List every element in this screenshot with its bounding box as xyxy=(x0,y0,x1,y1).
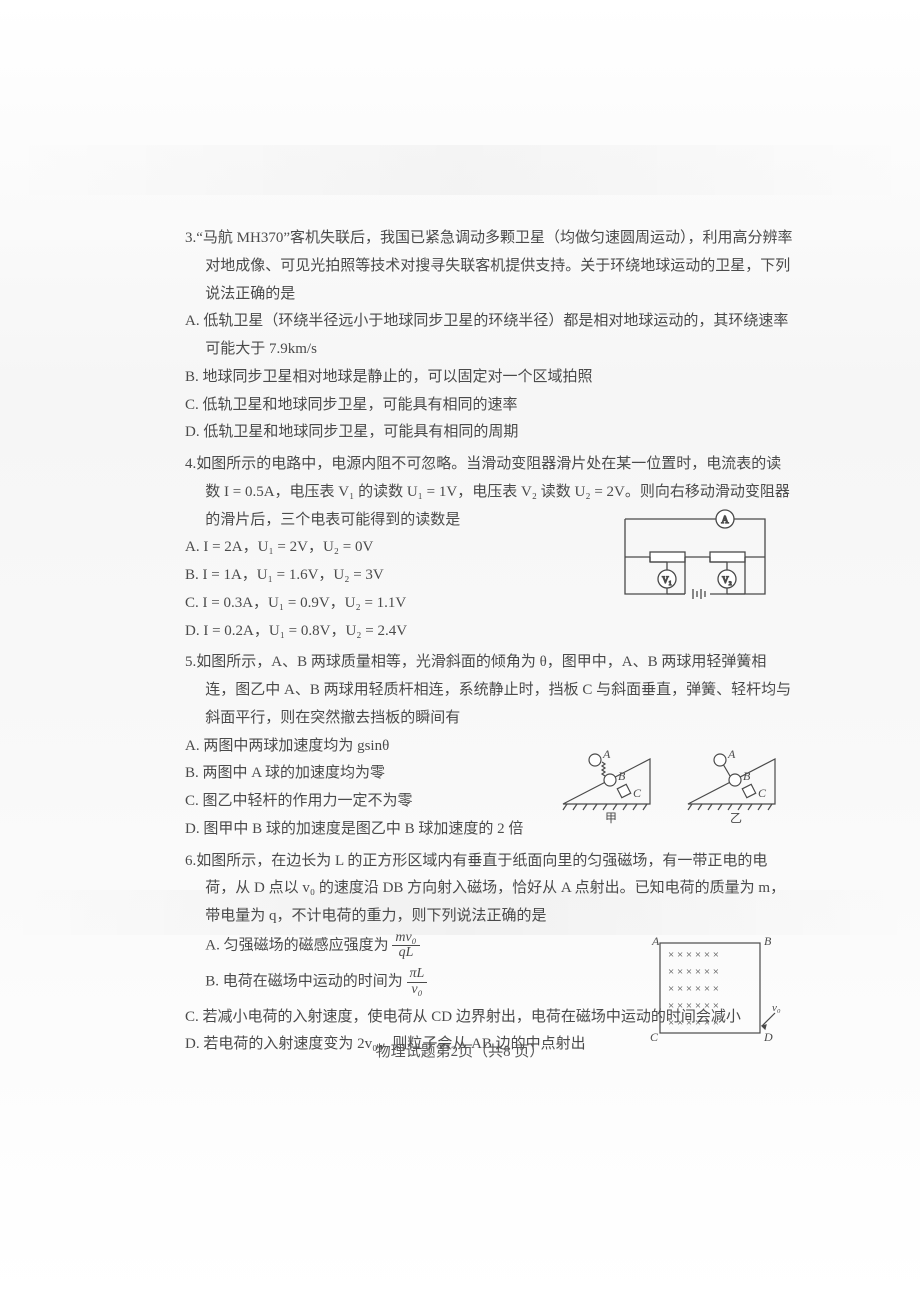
q6-c-label: C. xyxy=(185,1009,199,1025)
svg-text:A: A xyxy=(602,747,611,761)
q6-a-frac: mv₀ qL xyxy=(392,931,419,961)
svg-text:× × × × × ×: × × × × × × xyxy=(668,966,719,978)
svg-text:V₂: V₂ xyxy=(722,575,732,585)
svg-text:v₀: v₀ xyxy=(772,1002,781,1014)
q3-stem-text: “马航 MH370”客机失联后，我国已紧急调动多颗卫星（均做匀速圆周运动），利用… xyxy=(196,230,792,302)
q3-opt-a: A. 低轨卫星（环绕半径远小于地球同步卫星的环绕半径）都是相对地球运动的，其环绕… xyxy=(185,308,795,364)
q6-b-label: B. xyxy=(205,974,219,990)
svg-text:V₁: V₁ xyxy=(662,575,672,585)
q3-opt-d: D. 低轨卫星和地球同步卫星，可能具有相同的周期 xyxy=(185,419,795,447)
q4-circuit-diagram: A V₁ V₂ xyxy=(615,509,785,604)
content-area: 3.“马航 MH370”客机失联后，我国已紧急调动多颗卫星（均做匀速圆周运动），… xyxy=(185,225,795,1063)
q6-b-num: πL xyxy=(407,967,428,983)
q6-b-den: v₀ xyxy=(407,983,428,998)
q3-opt-b: B. 地球同步卫星相对地球是静止的，可以固定对一个区域拍照 xyxy=(185,364,795,392)
svg-text:C: C xyxy=(758,786,767,800)
q6-b-frac: πL v₀ xyxy=(407,967,428,997)
q6-a-num: mv₀ xyxy=(392,931,419,947)
svg-text:A: A xyxy=(727,747,736,761)
exam-page: 3.“马航 MH370”客机失联后，我国已紧急调动多颗卫星（均做匀速圆周运动），… xyxy=(0,0,920,1302)
scan-band xyxy=(0,145,920,195)
q5-stem-text: 如图所示，A、B 两球质量相等，光滑斜面的倾角为 θ，图甲中，A、B 两球用轻弹… xyxy=(196,654,791,726)
question-4: 4.如图所示的电路中，电源内阻不可忽略。当滑动变阻器滑片处在某一位置时，电流表的… xyxy=(185,451,795,645)
page-footer: 物理试题第2页（共8 页） xyxy=(0,1039,920,1067)
q6-stem-text: 如图所示，在边长为 L 的正方形区域内有垂直于纸面向里的匀强磁场，有一带正电的电… xyxy=(196,853,785,925)
q3-stem: 3.“马航 MH370”客机失联后，我国已紧急调动多颗卫星（均做匀速圆周运动），… xyxy=(185,225,795,308)
question-6: 6.如图所示，在边长为 L 的正方形区域内有垂直于纸面向里的匀强磁场，有一带正电… xyxy=(185,848,795,1060)
q6-field-diagram: A B C D × × × × × × × × × × × × × × × × … xyxy=(640,933,790,1053)
q4-opt-d: D. I = 0.2A，U₁ = 0.8V，U₂ = 2.4V xyxy=(185,618,795,646)
svg-text:× × × × × ×: × × × × × × xyxy=(668,949,719,961)
svg-text:C: C xyxy=(633,786,642,800)
svg-text:B: B xyxy=(764,934,772,948)
q6-a-label: A. xyxy=(205,937,220,953)
q5-stem: 5.如图所示，A、B 两球质量相等，光滑斜面的倾角为 θ，图甲中，A、B 两球用… xyxy=(185,649,795,732)
q5-incline-diagram: C B A 甲 C xyxy=(555,744,785,829)
svg-text:乙: 乙 xyxy=(730,811,742,825)
svg-text:× × × × × ×: × × × × × × xyxy=(668,983,719,995)
q6-a-text: 匀强磁场的磁感应强度为 xyxy=(224,937,389,953)
svg-text:甲: 甲 xyxy=(605,811,617,825)
question-3: 3.“马航 MH370”客机失联后，我国已紧急调动多颗卫星（均做匀速圆周运动），… xyxy=(185,225,795,447)
svg-text:× × × × × ×: × × × × × × xyxy=(668,1000,719,1012)
svg-text:× × × × × ×: × × × × × × xyxy=(668,1017,719,1029)
svg-text:B: B xyxy=(743,769,751,783)
question-5: 5.如图所示，A、B 两球质量相等，光滑斜面的倾角为 θ，图甲中，A、B 两球用… xyxy=(185,649,795,843)
q6-stem: 6.如图所示，在边长为 L 的正方形区域内有垂直于纸面向里的匀强磁场，有一带正电… xyxy=(185,848,795,931)
q6-a-den: qL xyxy=(392,946,419,961)
q3-opt-c: C. 低轨卫星和地球同步卫星，可能具有相同的速率 xyxy=(185,392,795,420)
q6-b-text: 电荷在磁场中运动的时间为 xyxy=(223,974,403,990)
svg-text:A: A xyxy=(721,515,729,526)
svg-text:A: A xyxy=(651,934,660,948)
svg-text:B: B xyxy=(618,769,626,783)
